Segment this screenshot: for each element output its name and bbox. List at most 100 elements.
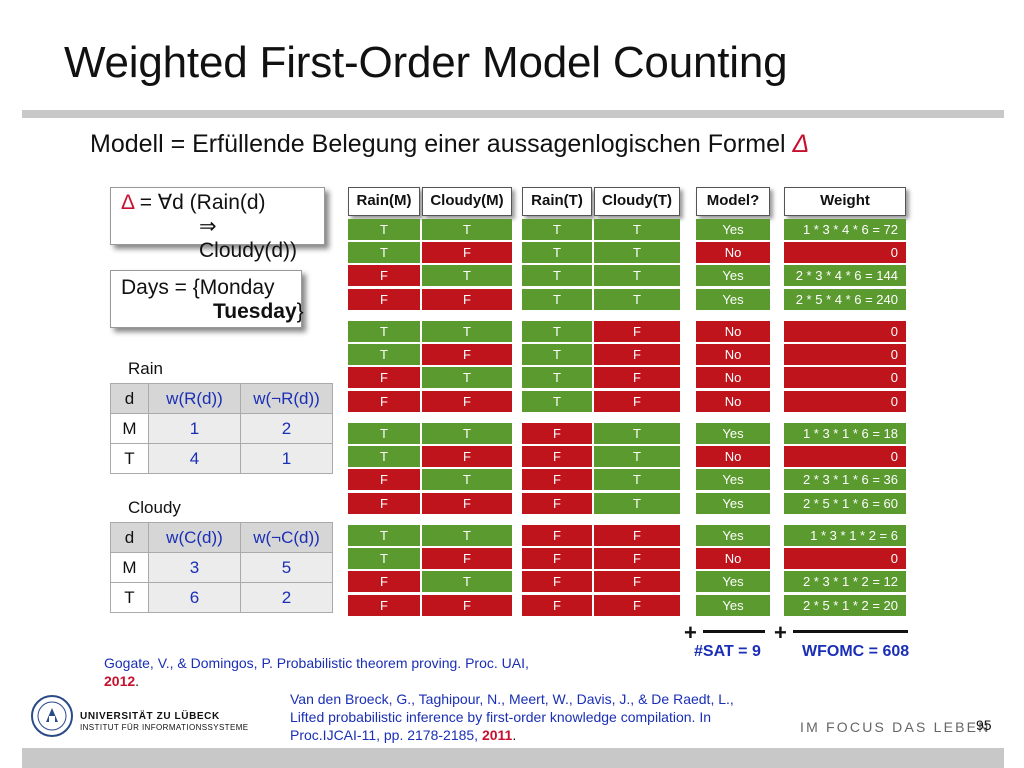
cell-rain-m: F xyxy=(348,367,420,389)
cell-rain-t: F xyxy=(522,423,592,444)
cloudy-header-d: d xyxy=(110,522,149,553)
rain-header-pos: w(R(d)) xyxy=(148,383,241,414)
cell-cloudy-t: F xyxy=(594,594,680,616)
days-line-1: Days = {Monday xyxy=(121,276,275,299)
cell-cloudy-m: T xyxy=(422,367,512,389)
header-cloudy-t: Cloudy(T) xyxy=(594,187,680,216)
reference-vandenbroeck-line-1: Van den Broeck, G., Taghipour, N., Meert… xyxy=(290,691,734,707)
cell-cloudy-t: F xyxy=(594,548,680,570)
reference-gogate-year: 2012 xyxy=(104,673,136,689)
reference-gogate-end: . xyxy=(135,673,140,689)
subtitle-delta: Δ xyxy=(792,130,810,158)
university-title: UNIVERSITÄT ZU LÜBECK xyxy=(80,711,220,722)
cell-model: No xyxy=(696,548,770,570)
cell-cloudy-m: T xyxy=(422,423,512,444)
formula-line-2: ⇒ Cloudy(d)) xyxy=(199,215,298,262)
rain-header-neg: w(¬R(d)) xyxy=(240,383,333,414)
cell-weight: 0 xyxy=(784,367,906,389)
cell-model: Yes xyxy=(696,219,770,240)
cell-model: Yes xyxy=(696,492,770,514)
formula-delta: Δ xyxy=(121,191,134,214)
cell-cloudy-m: F xyxy=(422,242,512,264)
cloudy-row-day: M xyxy=(110,552,149,583)
title-divider xyxy=(22,110,1004,118)
cell-rain-t: T xyxy=(522,219,592,240)
cell-rain-t: T xyxy=(522,344,592,366)
cell-cloudy-m: T xyxy=(422,571,512,593)
university-name: UNIVERSITÄT ZU LÜBECK INSTITUT FÜR INFOR… xyxy=(80,711,249,733)
cell-model: No xyxy=(696,390,770,412)
rain-header-d: d xyxy=(110,383,149,414)
cell-rain-t: F xyxy=(522,469,592,491)
cell-cloudy-t: F xyxy=(594,344,680,366)
cloudy-row-neg: 5 xyxy=(240,552,333,583)
cloudy-weight-table: d w(C(d)) w(¬C(d)) M 3 5 T 6 2 xyxy=(110,522,333,613)
cell-cloudy-m: T xyxy=(422,525,512,546)
cell-rain-m: F xyxy=(348,469,420,491)
cloudy-header-neg: w(¬C(d)) xyxy=(240,522,333,553)
cell-rain-m: T xyxy=(348,548,420,570)
cell-rain-m: F xyxy=(348,594,420,616)
cell-rain-t: F xyxy=(522,548,592,570)
rain-row-day: T xyxy=(110,443,149,474)
rain-row-pos: 1 xyxy=(148,413,241,444)
university-motto: IM FOCUS DAS LEBEN xyxy=(800,719,991,735)
rain-row-neg: 1 xyxy=(240,443,333,474)
cell-rain-t: T xyxy=(522,288,592,310)
cell-model: Yes xyxy=(696,469,770,491)
cell-rain-m: F xyxy=(348,390,420,412)
reference-vandenbroeck-line-3: Proc.IJCAI-11, pp. 2178-2185, 2011. xyxy=(290,726,790,744)
cell-rain-t: T xyxy=(522,242,592,264)
cell-rain-t: F xyxy=(522,446,592,468)
header-cloudy-m: Cloudy(M) xyxy=(422,187,512,216)
cell-rain-t: F xyxy=(522,594,592,616)
cell-weight: 2 * 3 * 4 * 6 = 144 xyxy=(784,265,906,287)
cell-weight: 2 * 3 * 1 * 6 = 36 xyxy=(784,469,906,491)
cell-rain-m: T xyxy=(348,219,420,240)
wfomc-label: WFOMC xyxy=(802,643,865,660)
cell-model: No xyxy=(696,367,770,389)
cell-weight: 2 * 3 * 1 * 2 = 12 xyxy=(784,571,906,593)
cell-weight: 1 * 3 * 1 * 2 = 6 xyxy=(784,525,906,546)
sat-value: 9 xyxy=(751,643,761,660)
cell-cloudy-t: T xyxy=(594,469,680,491)
days-tuesday: Tuesday xyxy=(213,300,297,323)
cell-cloudy-m: F xyxy=(422,492,512,514)
sat-sum-line xyxy=(703,630,765,633)
cloudy-row-pos: 6 xyxy=(148,582,241,613)
days-line-2: Tuesday} xyxy=(121,300,304,324)
cell-rain-t: T xyxy=(522,390,592,412)
sat-label: #SAT xyxy=(694,643,734,660)
sat-sum: #SAT = 9 xyxy=(694,643,761,661)
cell-cloudy-m: T xyxy=(422,469,512,491)
wfomc-equals: = xyxy=(864,643,883,660)
cell-cloudy-t: F xyxy=(594,390,680,412)
cell-rain-m: T xyxy=(348,344,420,366)
cell-rain-m: F xyxy=(348,288,420,310)
reference-gogate-text: Gogate, V., & Domingos, P. Probabilistic… xyxy=(104,655,529,671)
cell-rain-m: T xyxy=(348,423,420,444)
cell-cloudy-m: F xyxy=(422,390,512,412)
cell-cloudy-t: T xyxy=(594,446,680,468)
cloudy-header-pos: w(C(d)) xyxy=(148,522,241,553)
days-brace: } xyxy=(296,300,304,323)
cell-cloudy-m: T xyxy=(422,265,512,287)
header-weight: Weight xyxy=(784,187,906,216)
cell-rain-m: F xyxy=(348,492,420,514)
cell-cloudy-t: T xyxy=(594,288,680,310)
cell-rain-m: T xyxy=(348,242,420,264)
cell-weight: 2 * 5 * 1 * 6 = 60 xyxy=(784,492,906,514)
reference-vandenbroeck-end: . xyxy=(512,727,517,743)
cell-weight: 0 xyxy=(784,548,906,570)
cell-model: No xyxy=(696,344,770,366)
cell-cloudy-t: T xyxy=(594,242,680,264)
formula-line-1: Δ = ∀d (Rain(d) xyxy=(121,191,314,215)
cell-rain-t: T xyxy=(522,367,592,389)
sat-equals: = xyxy=(733,643,752,660)
cell-rain-t: T xyxy=(522,265,592,287)
cell-weight: 0 xyxy=(784,344,906,366)
cell-weight: 0 xyxy=(784,446,906,468)
header-rain-m: Rain(M) xyxy=(348,187,420,216)
cell-model: Yes xyxy=(696,423,770,444)
cell-model: Yes xyxy=(696,571,770,593)
